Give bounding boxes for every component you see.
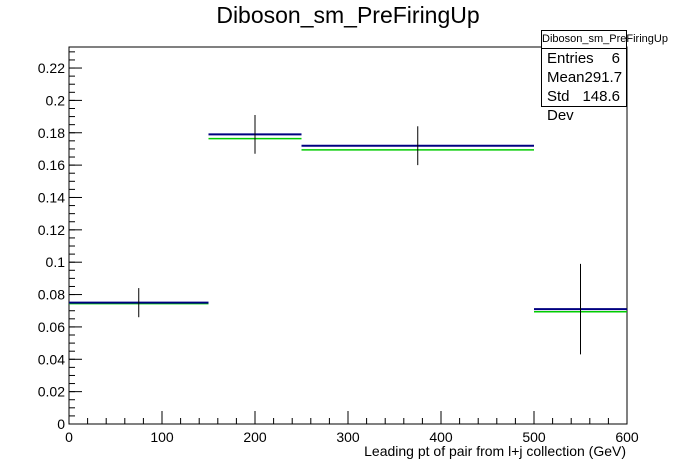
- y-tick-label: 0.16: [38, 157, 65, 173]
- histogram-bins: [69, 114, 627, 355]
- x-axis: 0 100 200 300 400 500 600: [65, 411, 639, 445]
- y-tick-label: 0.2: [46, 92, 66, 108]
- y-tick-label: 0.1: [46, 254, 66, 270]
- x-tick-label: 0: [65, 429, 73, 445]
- x-tick-label: 400: [429, 429, 453, 445]
- stats-label: Mean: [547, 69, 585, 86]
- stats-value: 291.7: [584, 69, 623, 86]
- x-tick-label: 300: [336, 429, 360, 445]
- stats-label: Std Dev: [547, 88, 574, 124]
- y-tick-label: 0.02: [38, 384, 65, 400]
- x-axis-label: Leading pt of pair from l+j collection (…: [364, 443, 626, 459]
- chart-title: Diboson_sm_PreFiringUp: [216, 2, 480, 28]
- stats-value: 148.6: [582, 88, 620, 105]
- stats-row-entries: Entries 6: [542, 49, 626, 68]
- x-tick-label: 500: [522, 429, 546, 445]
- y-tick-label: 0.08: [38, 287, 65, 303]
- y-axis: 0 0.02 0.04 0.06 0.08 0.1 0.12 0.14 0.16 0.18 0.2 0…: [38, 51, 82, 432]
- y-tick-label: 0.04: [38, 351, 65, 367]
- stats-box: Diboson_sm_PreFiringUp Entries 6 Mean 29…: [541, 30, 668, 124]
- y-tick-label: 0.14: [38, 189, 65, 205]
- y-tick-label: 0.22: [38, 60, 65, 76]
- x-tick-label: 200: [243, 429, 267, 445]
- stats-row-mean: Mean 291.7: [542, 68, 626, 87]
- y-tick-label: 0.18: [38, 125, 65, 141]
- y-tick-label: 0.06: [38, 319, 65, 335]
- x-tick-label: 600: [615, 429, 639, 445]
- stats-title: Diboson_sm_PreFiringUp: [542, 31, 668, 49]
- x-tick-label: 100: [150, 429, 174, 445]
- stats-value: 6: [611, 50, 620, 67]
- stats-label: Entries: [547, 50, 594, 67]
- stats-row-stddev: Std Dev 148.6: [542, 87, 626, 124]
- y-tick-label: 0: [57, 416, 65, 432]
- y-tick-label: 0.12: [38, 222, 65, 238]
